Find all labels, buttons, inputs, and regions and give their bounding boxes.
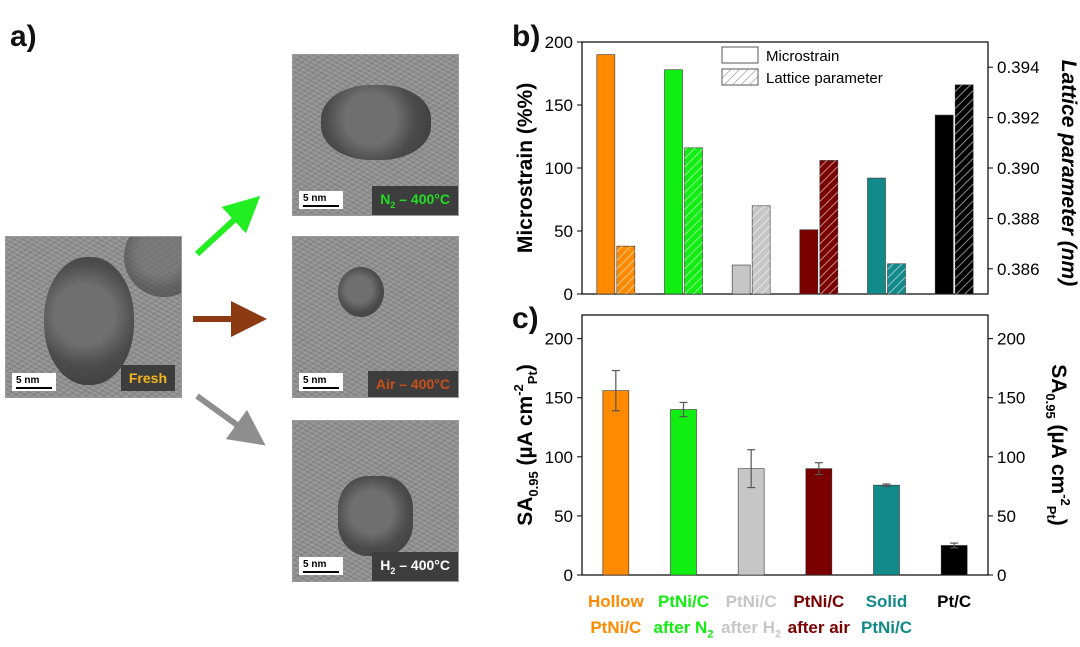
scale-bar: 5 nm: [299, 557, 343, 575]
category-label: Solid PtNi/C: [847, 592, 927, 638]
category-label: Pt/C: [914, 592, 994, 618]
panel-label-b: b): [512, 20, 541, 53]
arrow-to-n2: [194, 195, 261, 257]
y-tick-label: 200: [545, 33, 573, 52]
plot-frame: [581, 314, 989, 576]
category-label-line2: PtNi/C: [590, 618, 642, 637]
y2-tick-label: 0.390: [997, 159, 1040, 178]
y-axis-title: Microstrain (%%): [514, 83, 537, 253]
bar-microstrain: [867, 177, 886, 295]
bar-microstrain: [731, 264, 751, 295]
y2-tick-label: 150: [997, 389, 1025, 408]
bar-lattice-hatch: [887, 263, 906, 294]
tem-caption-fresh: Fresh: [120, 365, 175, 391]
tem-image-n2: 5 nm N2 – 400°C: [292, 54, 459, 216]
panel-label-a: a): [10, 20, 37, 53]
y2-tick-label: 0.392: [997, 109, 1040, 128]
category-label-line1: Pt/C: [937, 592, 972, 611]
y-tick-label: 100: [545, 159, 573, 178]
y2-tick-label: 0.388: [997, 209, 1040, 228]
y-tick-label: 50: [554, 507, 573, 526]
nanoparticle: [338, 476, 413, 556]
y2-axis-title: SA0.95 (µA cm-2Pt): [1043, 364, 1073, 526]
y2-tick-label: 0.394: [997, 58, 1040, 77]
bar-activity: [873, 484, 900, 576]
category-label-line1: Hollow: [587, 592, 644, 611]
legend-swatch-lattice-hatch: [722, 69, 758, 85]
bar-activity: [602, 390, 630, 576]
category-label-line2: after N2: [653, 618, 714, 641]
arrow-to-h2: [195, 393, 266, 446]
bar-microstrain: [596, 54, 616, 295]
y-tick-label: 150: [545, 389, 573, 408]
y2-tick-label: 0.386: [997, 260, 1040, 279]
y2-tick-label: 200: [997, 330, 1025, 349]
tem-image-h2: 5 nm H2 – 400°C: [292, 420, 459, 582]
tem-caption-n2: N2 – 400°C: [372, 186, 458, 215]
y-tick-label: 50: [554, 222, 573, 241]
y-tick-label: 100: [545, 448, 573, 467]
y-tick-label: 150: [545, 96, 573, 115]
bar-lattice-hatch: [684, 147, 703, 294]
bar-microstrain: [934, 114, 954, 295]
category-label: Hollow PtNi/C: [576, 592, 656, 638]
y-tick-label: 200: [545, 330, 573, 349]
nanoparticle: [44, 257, 134, 385]
y2-tick-label: 100: [997, 448, 1025, 467]
legend-label-lattice: Lattice parameter: [766, 70, 883, 87]
bar-activity: [805, 468, 833, 576]
bar-lattice-hatch: [955, 84, 974, 294]
category-label-line1: Solid: [865, 592, 908, 611]
y2-tick-label: 50: [997, 507, 1016, 526]
legend-label-microstrain: Microstrain: [766, 48, 839, 65]
category-label-line2: PtNi/C: [860, 618, 912, 637]
y-tick-label: 0: [564, 566, 573, 585]
bar-lattice-hatch: [616, 246, 635, 294]
tem-image-air: 5 nm Air – 400°C: [292, 236, 459, 398]
nanoparticle: [338, 267, 384, 317]
panel-label-c: c): [512, 302, 539, 335]
bar-lattice-hatch: [819, 160, 838, 294]
y-axis-title: SA0.95 (µA cm-2Pt): [511, 364, 541, 526]
category-label-line2: after air: [787, 618, 851, 637]
nanoparticle: [321, 85, 431, 160]
category-label-line1: PtNi/C: [793, 592, 845, 611]
bar-activity: [670, 409, 697, 576]
arrows-layer: [193, 195, 267, 446]
legend-swatch-microstrain: [721, 46, 759, 64]
scale-bar: 5 nm: [299, 191, 343, 209]
category-label: PtNi/C after air: [779, 592, 859, 638]
category-label-line2: after H2: [721, 618, 782, 641]
tem-caption-air: Air – 400°C: [367, 371, 458, 397]
y-tick-label: 0: [564, 285, 573, 304]
bar-activity: [940, 545, 968, 576]
category-label-line1: PtNi/C: [725, 592, 777, 611]
category-label: PtNi/C after H2: [711, 592, 791, 640]
tem-image-fresh: 5 nm Fresh: [5, 236, 182, 398]
chart-microstrain-lattice: 0 50 100 150 200 0.386 0.388 0.390 0.392 0.394 Mic…: [514, 33, 1080, 304]
y2-tick-label: 0: [997, 566, 1006, 585]
bar-lattice-hatch: [752, 205, 771, 294]
category-label-line1: PtNi/C: [657, 592, 709, 611]
scale-bar: 5 nm: [299, 373, 343, 391]
bar-microstrain: [799, 229, 819, 295]
y2-axis-title: Lattice parameter (nm): [1057, 60, 1080, 286]
category-label: PtNi/C after N2: [644, 592, 724, 640]
scale-bar: 5 nm: [12, 373, 56, 391]
bar-microstrain: [664, 69, 683, 295]
tem-caption-h2: H2 – 400°C: [372, 552, 458, 581]
